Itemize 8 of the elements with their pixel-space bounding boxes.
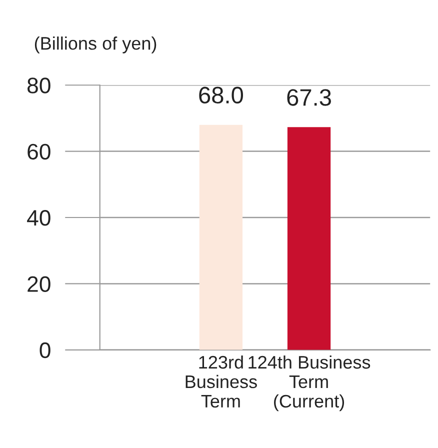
y-axis-title: (Billions of yen) bbox=[34, 36, 156, 54]
y-tick-label: 40 bbox=[27, 210, 50, 226]
y-tick-label: 20 bbox=[28, 276, 50, 292]
y-tick-label: 60 bbox=[28, 144, 50, 160]
data-label: 67.3 bbox=[287, 89, 331, 106]
data-label: 68.0 bbox=[199, 86, 244, 104]
y-tick-label: 0 bbox=[40, 342, 50, 358]
y-tick-label: 80 bbox=[28, 78, 50, 94]
